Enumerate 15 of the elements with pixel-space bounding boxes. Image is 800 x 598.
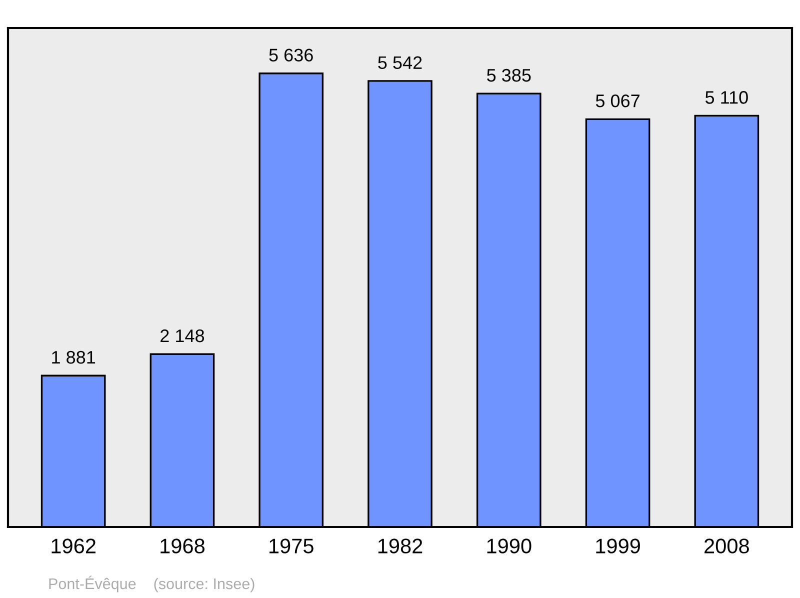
x-tick-label: 1999 bbox=[596, 538, 640, 554]
data-label: 2 148 bbox=[160, 329, 204, 342]
x-tick-label: 1968 bbox=[160, 538, 204, 554]
x-tick-label: 2008 bbox=[704, 538, 749, 554]
text: Pont-Évêque (source: Insee) bbox=[49, 576, 254, 592]
x-tick-label: 1975 bbox=[270, 538, 314, 554]
x-tick-label: 1962 bbox=[52, 538, 96, 554]
data-label: 1 881 bbox=[52, 350, 96, 364]
data-label: 5 636 bbox=[269, 48, 313, 62]
x-tick-label: 1990 bbox=[487, 538, 532, 554]
data-label: 5 542 bbox=[378, 56, 422, 70]
data-label: 5 385 bbox=[487, 68, 531, 82]
x-tick-label: 1982 bbox=[378, 538, 422, 554]
data-label: 5 067 bbox=[596, 94, 640, 108]
data-label: 5 110 bbox=[705, 91, 748, 104]
